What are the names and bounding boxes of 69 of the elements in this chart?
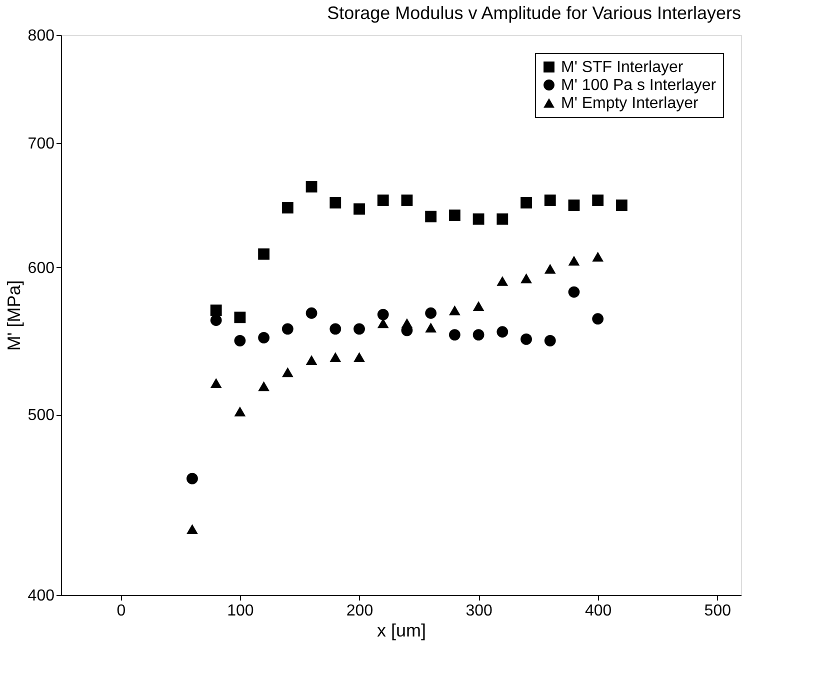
y-tick-label: 800 [28, 28, 55, 44]
point [306, 181, 318, 192]
y-tick-label: 500 [28, 407, 55, 424]
point [425, 322, 437, 332]
point [377, 308, 389, 320]
point [234, 334, 246, 346]
chart-title: Storage Modulus v Amplitude for Various Interlayers [327, 3, 741, 23]
point [568, 256, 580, 266]
point [448, 305, 460, 316]
point [425, 210, 437, 222]
y-tick-label: 700 [28, 135, 55, 152]
point [592, 194, 604, 206]
point [210, 378, 222, 388]
point [354, 323, 365, 335]
point [282, 367, 294, 378]
point [210, 304, 222, 316]
point [496, 326, 508, 338]
point [544, 264, 556, 274]
point [306, 307, 318, 319]
point [330, 323, 342, 335]
point [592, 313, 604, 325]
point [282, 323, 294, 335]
point [377, 194, 389, 206]
point [330, 197, 342, 208]
point [258, 381, 270, 392]
point [448, 210, 460, 221]
point [425, 307, 437, 319]
point [496, 213, 508, 225]
point [401, 318, 413, 328]
point [306, 355, 318, 365]
point [544, 194, 556, 206]
x-tick-label: 200 [346, 602, 374, 620]
x-tick-label: 400 [584, 602, 612, 620]
x-axis-title: x [um] [376, 620, 426, 640]
point [330, 352, 342, 362]
point [210, 314, 222, 326]
point [354, 352, 365, 362]
point [472, 329, 484, 340]
point [258, 248, 270, 260]
point [448, 329, 460, 340]
point [186, 472, 198, 484]
x-tick-label: 500 [704, 602, 732, 620]
x-tick-label: 0 [116, 602, 126, 620]
y-tick-label: 400 [28, 588, 55, 604]
legend-label: M' STF Interlayer [561, 59, 684, 76]
point [234, 312, 246, 324]
point [401, 194, 413, 206]
point [282, 202, 294, 214]
point [568, 200, 580, 211]
point [234, 406, 246, 416]
point [354, 203, 365, 215]
point [592, 252, 604, 262]
point [616, 200, 628, 211]
legend-label: M' Empty Interlayer [561, 95, 699, 112]
point [258, 332, 270, 344]
point [520, 334, 532, 345]
point [186, 524, 198, 534]
y-axis-title: M' [MPa] [4, 280, 24, 351]
point [496, 276, 508, 286]
point [568, 286, 580, 298]
point [472, 213, 484, 225]
point [544, 334, 556, 346]
legend-label: M' 100 Pa s Interlayer [561, 77, 717, 94]
point [520, 197, 532, 208]
x-tick-label: 100 [227, 602, 254, 620]
point [472, 301, 484, 311]
point [520, 273, 532, 284]
y-tick-label: 600 [28, 260, 55, 277]
x-tick-label: 300 [466, 602, 492, 620]
